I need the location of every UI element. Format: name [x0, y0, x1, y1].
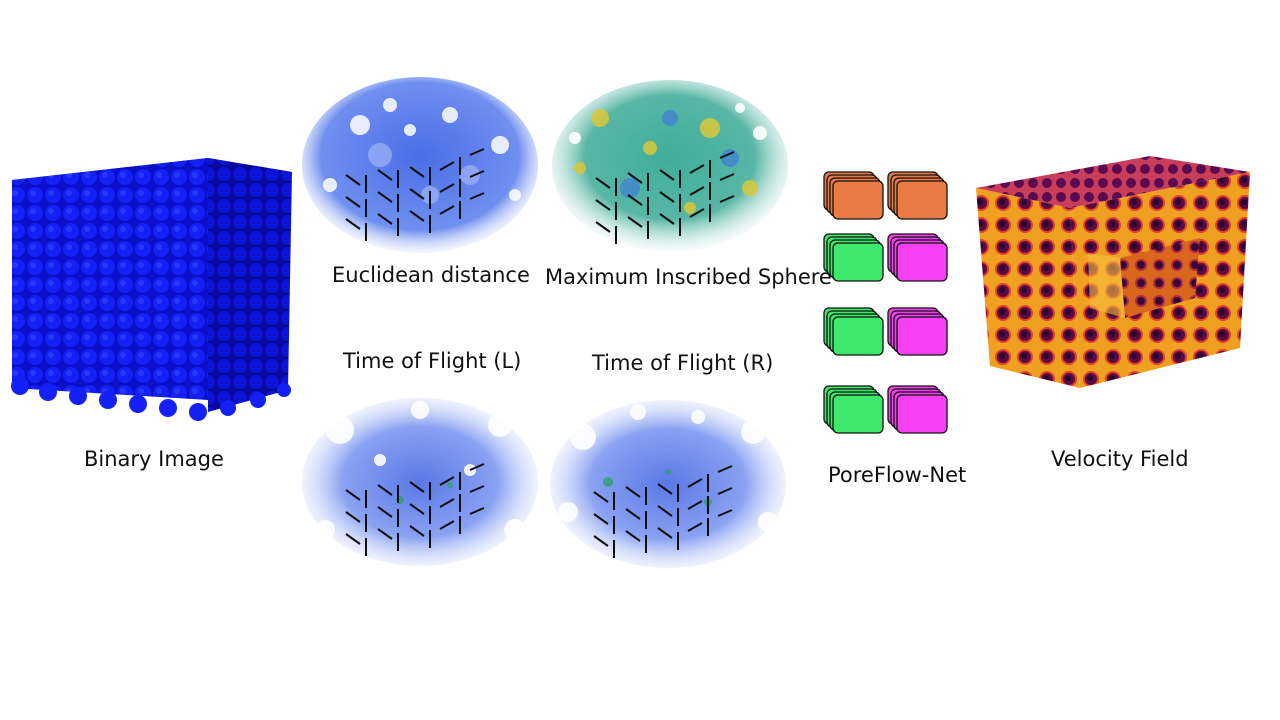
network-block	[832, 242, 884, 282]
network-block-stack	[823, 233, 884, 282]
maximum-inscribed-sphere-label: Maximum Inscribed Sphere	[545, 265, 832, 289]
euclidean-distance-label: Euclidean distance	[332, 263, 530, 287]
patch-grid-icon	[593, 465, 733, 558]
network-block	[896, 394, 948, 434]
network-block-stack	[887, 171, 948, 220]
network-block-stack	[887, 307, 948, 356]
euclidean-distance-volume	[300, 75, 540, 260]
patch-grid-icon	[345, 148, 485, 241]
patch-grid-icon	[345, 463, 485, 556]
binary-image-label: Binary Image	[84, 447, 224, 471]
network-block	[896, 316, 948, 356]
network-block	[832, 394, 884, 434]
network-block-stack	[887, 385, 948, 434]
velocity-field-label: Velocity Field	[1051, 447, 1189, 471]
velocity-field-cube	[970, 148, 1255, 398]
network-block-stack	[823, 307, 884, 356]
network-block-stack	[823, 385, 884, 434]
maximum-inscribed-sphere-volume	[550, 78, 790, 263]
poreflow-net-diagram	[818, 168, 968, 448]
time-of-flight-l-label: Time of Flight (L)	[343, 349, 522, 373]
network-block	[832, 316, 884, 356]
poreflow-net-label: PoreFlow-Net	[828, 463, 967, 487]
network-block	[896, 242, 948, 282]
time-of-flight-l-volume	[300, 390, 540, 575]
patch-grid-icon	[595, 151, 735, 244]
network-block	[896, 180, 948, 220]
network-block-stack	[823, 171, 884, 220]
time-of-flight-r-label: Time of Flight (R)	[592, 351, 774, 375]
network-block-stack	[887, 233, 948, 282]
time-of-flight-r-volume	[548, 392, 788, 577]
network-block	[832, 180, 884, 220]
binary-image-cube	[8, 150, 298, 430]
